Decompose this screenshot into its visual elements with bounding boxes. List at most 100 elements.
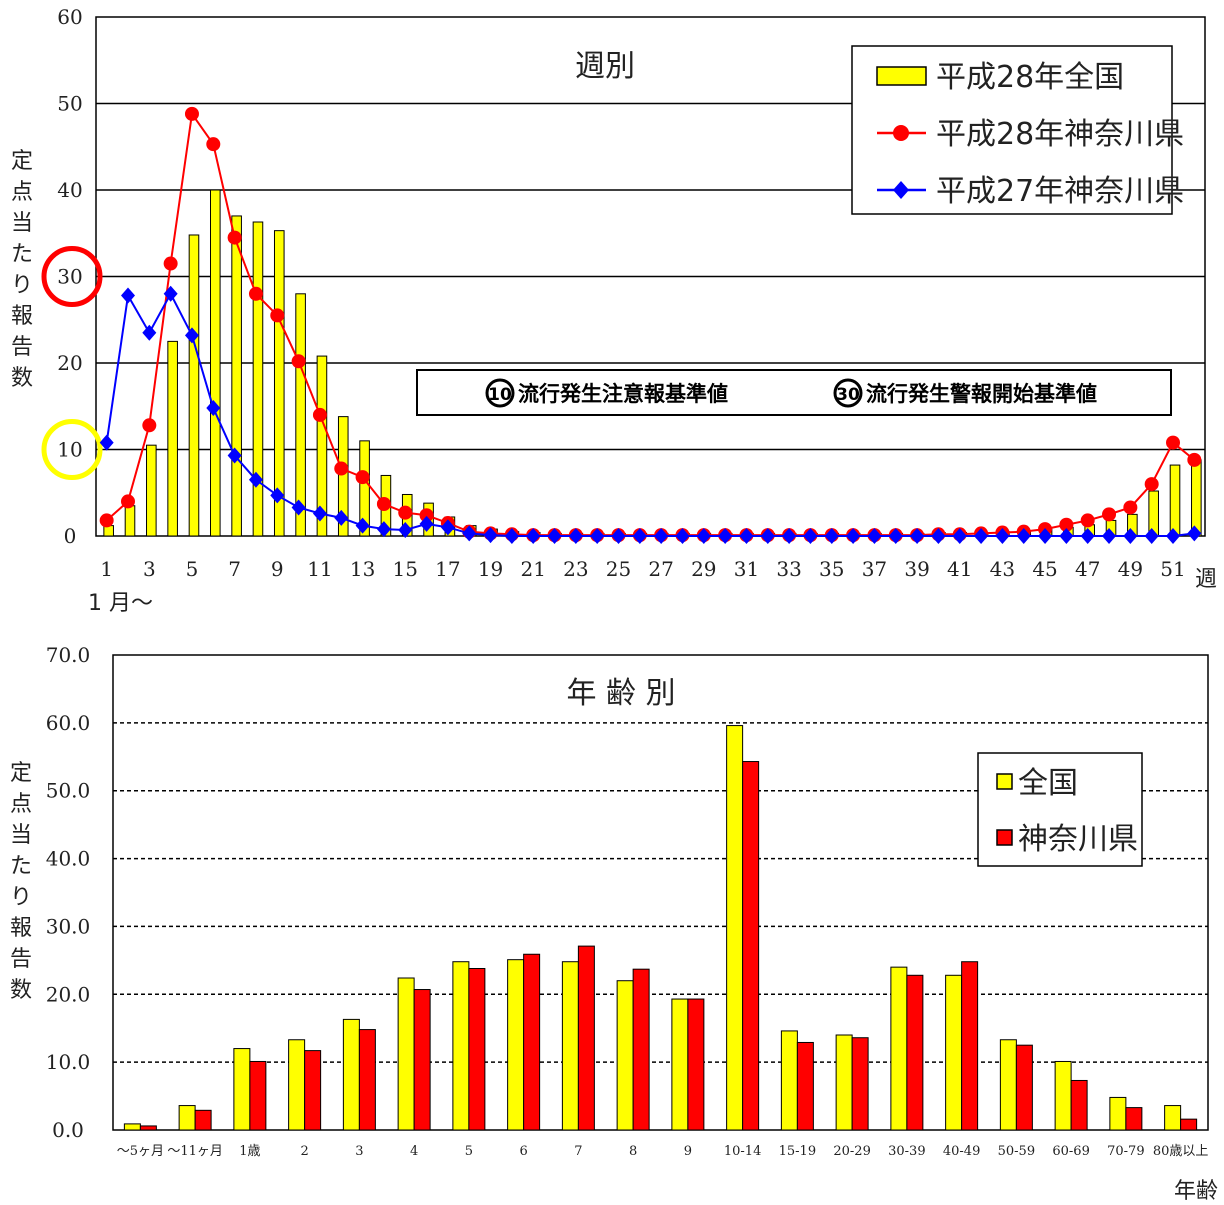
x-tick-label: 1歳 <box>239 1144 260 1159</box>
y-axis-label: 告 <box>11 335 33 360</box>
bar <box>316 355 328 537</box>
x-tick-label: 50-59 <box>998 1144 1035 1159</box>
data-point <box>931 528 946 544</box>
x-tick-label: 35 <box>819 557 844 581</box>
x-tick-label: 6 <box>519 1144 527 1159</box>
bar <box>295 293 306 537</box>
y-axis-label: 当 <box>11 211 33 236</box>
title-bg <box>560 668 684 720</box>
data-point <box>99 434 114 451</box>
bar <box>342 1018 360 1131</box>
data-point <box>334 509 349 526</box>
data-point <box>227 230 242 245</box>
bar <box>999 1039 1017 1131</box>
y-axis-label: 数 <box>10 978 32 1003</box>
data-point <box>1187 525 1202 542</box>
bar <box>780 1030 798 1131</box>
data-point <box>1102 507 1117 522</box>
y-tick-label: 70.0 <box>46 643 91 667</box>
bar <box>123 1123 141 1131</box>
y-tick-label: 50.0 <box>46 779 91 803</box>
data-point <box>120 287 135 304</box>
y-axis-label: 数 <box>11 366 33 391</box>
data-point <box>547 528 562 544</box>
x-tick-label: 37 <box>862 557 887 581</box>
data-point <box>952 528 967 544</box>
bar <box>146 444 157 537</box>
x-tick-label: 3 <box>355 1144 363 1159</box>
x-axis-label: 年齢 <box>1174 1179 1218 1204</box>
threshold-note: 10 流行発生注意報基準値 30 流行発生警報開始基準値 <box>416 369 1172 416</box>
data-point <box>248 286 263 301</box>
data-point <box>163 256 178 271</box>
bar <box>359 440 370 537</box>
x-tick-label: 13 <box>350 557 375 581</box>
threshold-circle <box>41 246 103 307</box>
data-point <box>419 508 434 523</box>
x-tick-label: 19 <box>478 557 503 581</box>
bar <box>231 215 242 537</box>
x-tick-label: 27 <box>648 557 673 581</box>
data-point <box>1144 528 1159 544</box>
data-point <box>846 528 861 544</box>
x-tick-label: 11 <box>307 557 332 581</box>
data-point <box>526 528 541 544</box>
data-point <box>590 528 605 544</box>
x-tick-label: ～11ヶ月 <box>167 1144 223 1159</box>
bar <box>397 977 415 1131</box>
x-tick-label: 3 <box>143 557 156 581</box>
legend-label: 神奈川県 <box>1018 822 1138 857</box>
y-tick-label: 20 <box>57 351 82 375</box>
legend-label: 全国 <box>1018 766 1078 801</box>
x-tick-label: 8 <box>629 1144 637 1159</box>
y-tick-label: 10.0 <box>46 1050 91 1074</box>
data-point <box>1123 528 1138 544</box>
data-point <box>270 308 285 323</box>
data-point <box>142 418 157 433</box>
bar <box>233 1048 251 1131</box>
data-point <box>355 470 370 485</box>
bar <box>452 961 470 1131</box>
bar <box>945 974 963 1131</box>
x-axis-label: 週 <box>1195 567 1217 592</box>
data-point <box>440 519 455 536</box>
threshold-label: 流行発生注意報基準値 <box>518 382 728 406</box>
legend-swatch <box>996 773 1013 790</box>
bar <box>178 1105 196 1131</box>
x-tick-label: 17 <box>435 557 460 581</box>
x-tick-label: 7 <box>228 557 241 581</box>
x-tick-label: 39 <box>904 557 929 581</box>
bar <box>1191 459 1202 537</box>
bar <box>1169 464 1181 537</box>
data-point <box>1059 517 1074 532</box>
bar <box>304 1050 322 1131</box>
y-tick-label: 40.0 <box>46 847 91 871</box>
y-tick-label: 20.0 <box>46 982 91 1006</box>
bar <box>337 416 349 537</box>
data-point <box>398 521 413 538</box>
data-point <box>227 447 242 464</box>
x-tick-label: 80歳以上 <box>1153 1144 1209 1159</box>
y-axis-label: り <box>11 273 33 298</box>
threshold-circle <box>41 419 103 480</box>
threshold-marker-value: 30 <box>836 385 860 405</box>
y-tick-label: 30.0 <box>46 914 91 938</box>
bar <box>273 230 285 537</box>
series-line <box>105 291 1195 537</box>
data-point <box>419 515 434 532</box>
weekly-chart: 0 10 20 30 40 50 60 1 3 5 7 9 11 13 15 17 19 21 23 25 27 29 31… <box>11 5 1217 616</box>
x-tick-label: 43 <box>990 557 1015 581</box>
x-tick-label: 2 <box>300 1144 308 1159</box>
x-start-note: 1 月～ <box>88 591 153 616</box>
bar <box>1070 1079 1088 1131</box>
x-tick-label: 41 <box>947 557 972 581</box>
legend-label: 平成28年神奈川県 <box>936 117 1184 152</box>
bar <box>1148 490 1159 537</box>
x-tick-label: 4 <box>410 1144 418 1159</box>
bar <box>1164 1105 1182 1131</box>
bar <box>523 953 541 1131</box>
y-tick-label: 0.0 <box>52 1118 84 1142</box>
bar <box>209 189 221 537</box>
threshold-marker <box>485 378 515 408</box>
